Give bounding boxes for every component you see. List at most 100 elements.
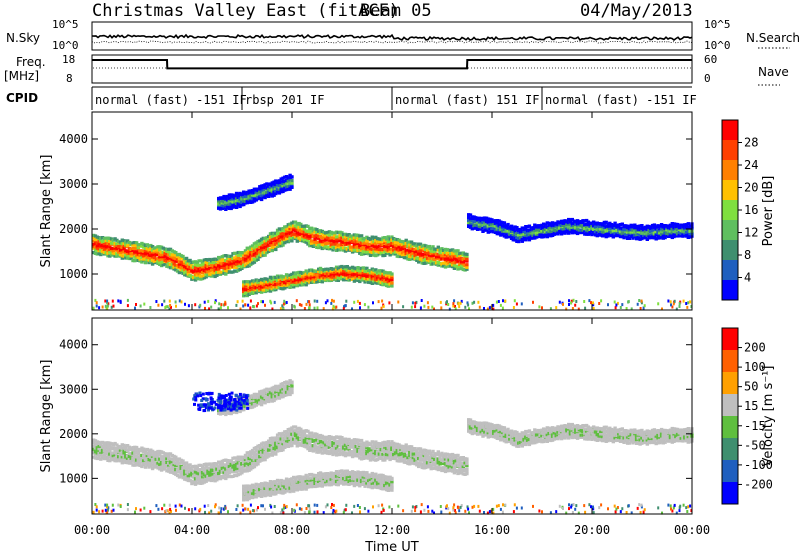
velocity-cell — [342, 450, 346, 454]
power-cell — [113, 246, 117, 250]
power-cell — [250, 261, 255, 265]
power-cell — [177, 260, 182, 264]
velocity-cell — [375, 441, 380, 446]
power-colorbar-tick-label: 20 — [744, 181, 758, 195]
velocity-cell — [386, 440, 390, 444]
power-cell — [225, 262, 230, 266]
power-cell — [292, 224, 296, 228]
velocity-cell — [195, 468, 199, 472]
power-cell — [427, 253, 432, 257]
velocity-cell — [408, 454, 412, 458]
power-cell — [368, 250, 373, 254]
power-cell — [283, 179, 287, 184]
velocity-cell — [104, 446, 108, 450]
power-cell — [447, 260, 451, 265]
power-cell — [231, 200, 235, 204]
power-cell — [218, 202, 223, 206]
velocity-cell — [170, 467, 174, 471]
power-cell — [652, 231, 657, 235]
power-cell — [192, 276, 196, 280]
power-cell — [349, 270, 353, 274]
velocity-cell — [299, 430, 303, 434]
power-cell — [606, 234, 610, 238]
velocity-cell — [333, 438, 337, 442]
velocity-cell — [374, 440, 378, 444]
velocity-cell — [225, 464, 230, 468]
power-cell — [450, 263, 455, 267]
velocity-cell — [336, 436, 340, 440]
velocity-cell — [384, 442, 389, 446]
power-cell — [322, 230, 326, 234]
velocity-cell — [224, 473, 228, 477]
power-cell — [302, 278, 307, 283]
power-noise-cell — [457, 302, 460, 306]
velocity-cell — [179, 458, 183, 462]
power-cell — [275, 244, 280, 248]
velocity-cell — [177, 461, 182, 465]
power-cell — [397, 251, 401, 255]
power-cell — [279, 232, 283, 236]
power-cell — [227, 262, 232, 266]
power-cell — [383, 270, 387, 274]
power-cell — [420, 248, 424, 252]
velocity-cell — [429, 456, 433, 460]
power-cell — [397, 248, 401, 252]
velocity-cell — [174, 455, 178, 459]
power-cell — [108, 244, 112, 248]
power-noise-cell — [452, 304, 455, 308]
power-cell — [358, 247, 362, 251]
velocity-cell — [263, 458, 267, 462]
velocity-cell — [190, 468, 194, 472]
power-cell — [340, 246, 344, 250]
power-cell — [184, 266, 189, 270]
power-cell — [272, 182, 276, 186]
velocity-cell — [422, 457, 426, 461]
velocity-cell — [368, 451, 373, 456]
power-cell — [352, 266, 357, 270]
velocity-cell — [306, 441, 310, 445]
power-cell — [352, 276, 357, 280]
power-cell — [424, 257, 428, 262]
power-cell — [422, 252, 426, 257]
velocity-cell — [220, 474, 224, 479]
power-cell — [590, 233, 594, 237]
power-cell — [375, 276, 380, 280]
power-noise-cell — [423, 304, 426, 308]
power-cell — [492, 224, 496, 228]
power-cell — [586, 220, 590, 224]
power-cell — [399, 252, 403, 256]
power-cell — [374, 268, 378, 272]
power-cell — [93, 245, 98, 249]
power-cell — [450, 260, 455, 264]
velocity-cell — [145, 453, 149, 458]
power-cell — [181, 254, 185, 258]
power-cell — [667, 224, 671, 228]
power-cell — [283, 232, 287, 236]
power-cell — [297, 221, 301, 226]
power-cell — [261, 186, 265, 190]
power-cell — [549, 234, 553, 238]
velocity-cell — [322, 442, 326, 447]
velocity-cell — [311, 444, 315, 448]
power-cell — [340, 231, 344, 235]
power-cell — [322, 246, 326, 250]
power-cell — [502, 221, 507, 225]
power-cell — [220, 258, 224, 262]
power-cell — [345, 247, 349, 251]
power-cell — [318, 239, 323, 243]
velocity-cell — [111, 456, 115, 460]
velocity-cell — [284, 439, 289, 443]
power-noise-cell — [143, 302, 146, 306]
power-cell — [461, 260, 465, 264]
power-cell — [520, 239, 524, 243]
power-cell — [238, 197, 242, 201]
power-cell — [372, 272, 376, 276]
power-cell — [617, 232, 621, 236]
power-cell — [429, 262, 433, 266]
power-cell — [674, 225, 678, 229]
power-cell — [252, 197, 257, 201]
power-cell — [413, 256, 417, 260]
power-cell — [624, 228, 628, 232]
velocity-cell — [431, 466, 435, 470]
